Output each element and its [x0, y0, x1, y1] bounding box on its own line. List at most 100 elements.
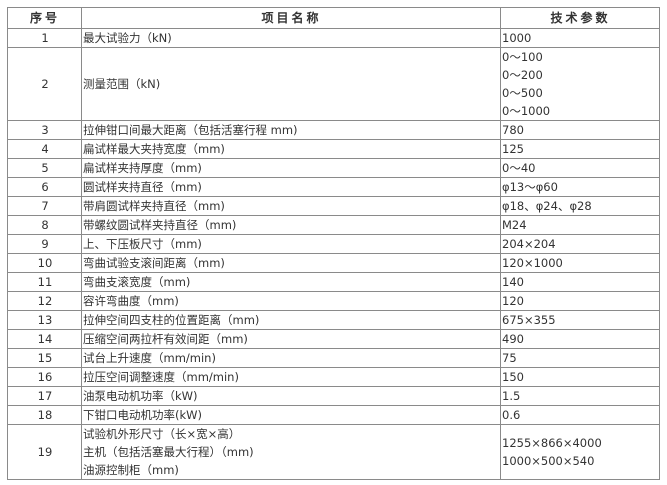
table-row: 8 带螺纹圆试样夹持直径（mm) M24	[7, 215, 660, 235]
header-row: 序号 项目名称 技术参数	[7, 7, 660, 29]
table-row: 2 测量范围（kN) 0～100 0～200 0～500 0～1000	[7, 47, 660, 121]
tech-param: 1.5	[502, 389, 521, 403]
tech-param: 0～500	[502, 86, 543, 100]
row-number: 14	[7, 329, 82, 349]
table-row: 16 拉压空间调整速度（mm/min) 150	[7, 367, 660, 387]
row-number: 17	[7, 386, 82, 406]
table-row: 11 弯曲支滚宽度（mm) 140	[7, 272, 660, 292]
row-number: 10	[7, 253, 82, 273]
tech-param: 0.6	[502, 408, 521, 422]
table-row: 12 容许弯曲度（mm) 120	[7, 291, 660, 311]
item-name: 圆试样夹持直径（mm)	[83, 180, 202, 194]
tech-param: 0～1000	[502, 104, 551, 118]
tech-param: 780	[502, 123, 524, 137]
tech-param-cell: φ18、φ24、φ28	[500, 196, 660, 216]
item-name-cell: 拉压空间调整速度（mm/min)	[81, 367, 501, 387]
item-name: 拉压空间调整速度（mm/min)	[83, 370, 239, 384]
item-name: 测量范围（kN)	[83, 77, 161, 91]
table-row: 3 拉伸钳口间最大距离（包括活塞行程 mm) 780	[7, 120, 660, 140]
item-name-cell: 试验机外形尺寸（长×宽×高） 主机（包括活塞最大行程）（mm) 油源控制柜（mm)	[81, 424, 501, 480]
tech-param-cell: 0～40	[500, 158, 660, 178]
item-name: 弯曲支滚宽度（mm)	[83, 275, 191, 289]
item-name: 试验机外形尺寸（长×宽×高）	[83, 427, 241, 441]
row-number: 3	[7, 120, 82, 140]
row-number: 11	[7, 272, 82, 292]
item-name: 弯曲试验支滚间距离（mm)	[83, 256, 225, 270]
tech-param-cell: 0.6	[500, 405, 660, 425]
row-number: 13	[7, 310, 82, 330]
item-name-cell: 容许弯曲度（mm)	[81, 291, 501, 311]
tech-param: 490	[502, 332, 524, 346]
table-row: 18 下钳口电动机功率(kW) 0.6	[7, 405, 660, 425]
tech-param-cell: 125	[500, 139, 660, 159]
item-name-cell: 扁试样最大夹持宽度（mm)	[81, 139, 501, 159]
item-name: 压缩空间两拉杆有效间距（mm)	[83, 332, 248, 346]
table-row: 6 圆试样夹持直径（mm) φ13～φ60	[7, 177, 660, 197]
tech-param-cell: 120×1000	[500, 253, 660, 273]
item-name: 油泵电动机功率（kW)	[83, 389, 198, 403]
tech-param-cell: 780	[500, 120, 660, 140]
header-value: 技术参数	[500, 7, 660, 29]
tech-param: 1255×866×4000	[502, 436, 602, 450]
tech-param-cell: 490	[500, 329, 660, 349]
tech-param: 0～40	[502, 161, 536, 175]
tech-param: 75	[502, 351, 517, 365]
tech-param: 140	[502, 275, 524, 289]
table-row: 17 油泵电动机功率（kW) 1.5	[7, 386, 660, 406]
row-number: 1	[7, 28, 82, 48]
item-name-cell: 拉伸空间四支柱的位置距离（mm)	[81, 310, 501, 330]
table-row: 1 最大试验力（kN) 1000	[7, 28, 660, 48]
row-number: 2	[7, 47, 82, 121]
item-name: 主机（包括活塞最大行程）（mm)	[83, 445, 254, 459]
table-body: 1 最大试验力（kN) 1000 2 测量范围（kN) 0～100 0～200 0～500 0～…	[7, 28, 660, 480]
item-name-cell: 带肩圆试样夹持直径（mm)	[81, 196, 501, 216]
tech-param: φ13～φ60	[502, 180, 558, 194]
item-name-cell: 上、下压板尺寸（mm)	[81, 234, 501, 254]
item-name-cell: 圆试样夹持直径（mm)	[81, 177, 501, 197]
item-name: 下钳口电动机功率(kW)	[83, 408, 203, 422]
row-number: 15	[7, 348, 82, 368]
row-number: 8	[7, 215, 82, 235]
tech-param: 0～200	[502, 68, 543, 82]
row-number: 9	[7, 234, 82, 254]
tech-param-cell: 75	[500, 348, 660, 368]
item-name-cell: 弯曲试验支滚间距离（mm)	[81, 253, 501, 273]
tech-param: M24	[502, 218, 527, 232]
table-row: 9 上、下压板尺寸（mm) 204×204	[7, 234, 660, 254]
tech-param: 1000	[502, 31, 532, 45]
item-name: 拉伸空间四支柱的位置距离（mm)	[83, 313, 260, 327]
item-name-cell: 测量范围（kN)	[81, 47, 501, 121]
row-number: 19	[7, 424, 82, 480]
item-name-cell: 油泵电动机功率（kW)	[81, 386, 501, 406]
tech-param: 125	[502, 142, 524, 156]
tech-param-cell: φ13～φ60	[500, 177, 660, 197]
item-name: 拉伸钳口间最大距离（包括活塞行程 mm)	[83, 123, 298, 137]
tech-param-cell: 150	[500, 367, 660, 387]
item-name: 扁试样夹持厚度（mm)	[83, 161, 202, 175]
tech-param-cell: 0～100 0～200 0～500 0～1000	[500, 47, 660, 121]
item-name-cell: 带螺纹圆试样夹持直径（mm)	[81, 215, 501, 235]
tech-param: 150	[502, 370, 524, 384]
item-name: 油源控制柜（mm)	[83, 463, 179, 477]
row-number: 5	[7, 158, 82, 178]
tech-param: 120	[502, 294, 524, 308]
item-name-cell: 拉伸钳口间最大距离（包括活塞行程 mm)	[81, 120, 501, 140]
row-number: 4	[7, 139, 82, 159]
spec-table: 序号 项目名称 技术参数 1 最大试验力（kN) 1000 2 测量范围（kN) 0～10…	[7, 7, 660, 480]
table-row: 13 拉伸空间四支柱的位置距离（mm) 675×355	[7, 310, 660, 330]
tech-param-cell: 204×204	[500, 234, 660, 254]
item-name: 扁试样最大夹持宽度（mm)	[83, 142, 225, 156]
item-name-cell: 最大试验力（kN)	[81, 28, 501, 48]
item-name: 最大试验力（kN)	[83, 31, 172, 45]
row-number: 16	[7, 367, 82, 387]
tech-param-cell: 1000	[500, 28, 660, 48]
tech-param: 0～100	[502, 50, 543, 64]
tech-param: 204×204	[502, 237, 556, 251]
table-row: 10 弯曲试验支滚间距离（mm) 120×1000	[7, 253, 660, 273]
tech-param-cell: 120	[500, 291, 660, 311]
table-row: 14 压缩空间两拉杆有效间距（mm) 490	[7, 329, 660, 349]
header-name: 项目名称	[81, 7, 501, 29]
tech-param: φ18、φ24、φ28	[502, 199, 592, 213]
header-no: 序号	[7, 7, 82, 29]
item-name: 带肩圆试样夹持直径（mm)	[83, 199, 225, 213]
